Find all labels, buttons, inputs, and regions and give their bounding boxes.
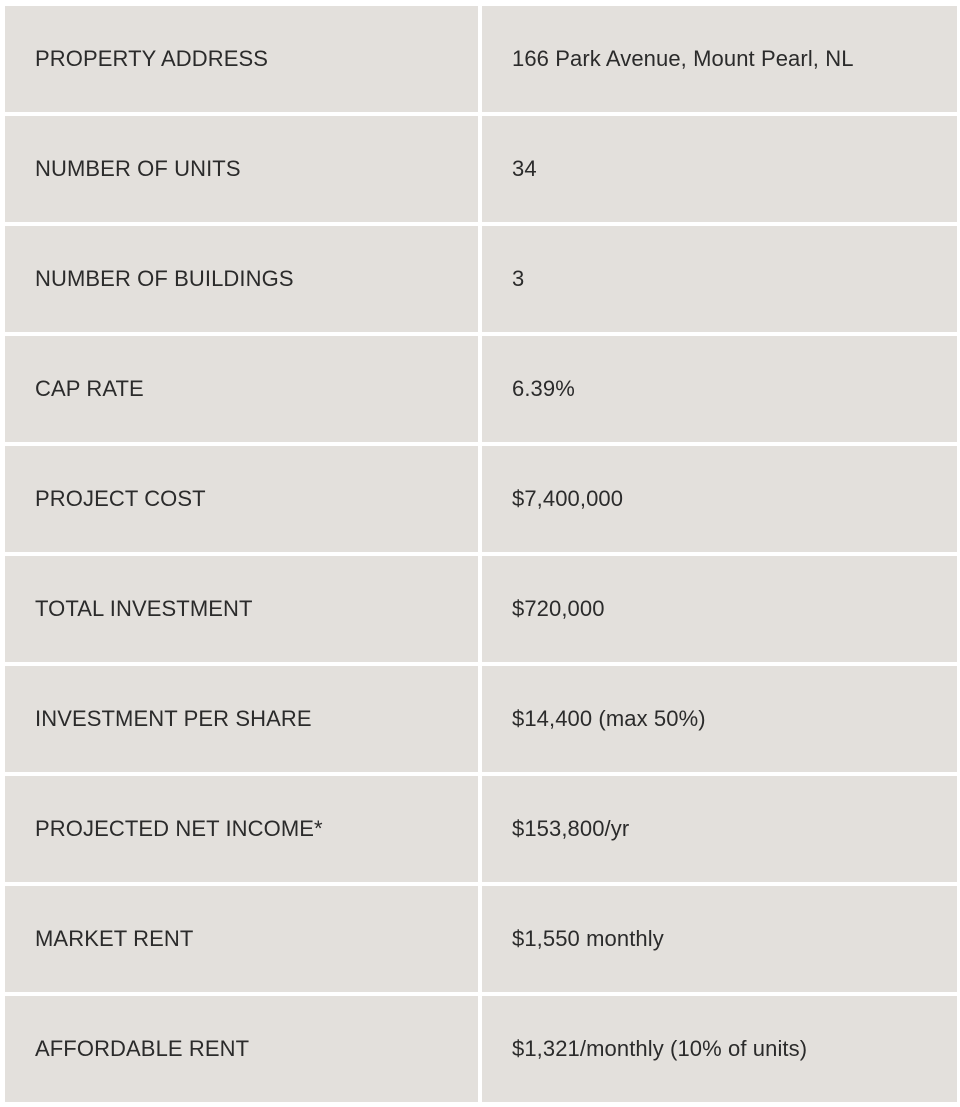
property-address-value: 166 Park Avenue, Mount Pearl, NL <box>482 6 957 112</box>
table-row-cap-rate: CAP RATE 6.39% <box>5 336 957 442</box>
table-row-number-of-buildings: NUMBER OF BUILDINGS 3 <box>5 226 957 332</box>
table-row-investment-per-share: INVESTMENT PER SHARE $14,400 (max 50%) <box>5 666 957 772</box>
table-row-property-address: PROPERTY ADDRESS 166 Park Avenue, Mount … <box>5 6 957 112</box>
table-row-number-of-units: NUMBER OF UNITS 34 <box>5 116 957 222</box>
property-address-label: PROPERTY ADDRESS <box>5 6 478 112</box>
number-of-buildings-label: NUMBER OF BUILDINGS <box>5 226 478 332</box>
projected-net-income-label: PROJECTED NET INCOME* <box>5 776 478 882</box>
projected-net-income-value: $153,800/yr <box>482 776 957 882</box>
total-investment-value: $720,000 <box>482 556 957 662</box>
table-row-market-rent: MARKET RENT $1,550 monthly <box>5 886 957 992</box>
table-row-total-investment: TOTAL INVESTMENT $720,000 <box>5 556 957 662</box>
number-of-units-value: 34 <box>482 116 957 222</box>
investment-per-share-label: INVESTMENT PER SHARE <box>5 666 478 772</box>
number-of-units-label: NUMBER OF UNITS <box>5 116 478 222</box>
total-investment-label: TOTAL INVESTMENT <box>5 556 478 662</box>
table-row-project-cost: PROJECT COST $7,400,000 <box>5 446 957 552</box>
cap-rate-label: CAP RATE <box>5 336 478 442</box>
affordable-rent-label: AFFORDABLE RENT <box>5 996 478 1102</box>
investment-per-share-value: $14,400 (max 50%) <box>482 666 957 772</box>
cap-rate-value: 6.39% <box>482 336 957 442</box>
property-details-table: PROPERTY ADDRESS 166 Park Avenue, Mount … <box>5 6 957 1102</box>
table-row-projected-net-income: PROJECTED NET INCOME* $153,800/yr <box>5 776 957 882</box>
market-rent-value: $1,550 monthly <box>482 886 957 992</box>
affordable-rent-value: $1,321/monthly (10% of units) <box>482 996 957 1102</box>
table-row-affordable-rent: AFFORDABLE RENT $1,321/monthly (10% of u… <box>5 996 957 1102</box>
project-cost-value: $7,400,000 <box>482 446 957 552</box>
project-cost-label: PROJECT COST <box>5 446 478 552</box>
market-rent-label: MARKET RENT <box>5 886 478 992</box>
number-of-buildings-value: 3 <box>482 226 957 332</box>
